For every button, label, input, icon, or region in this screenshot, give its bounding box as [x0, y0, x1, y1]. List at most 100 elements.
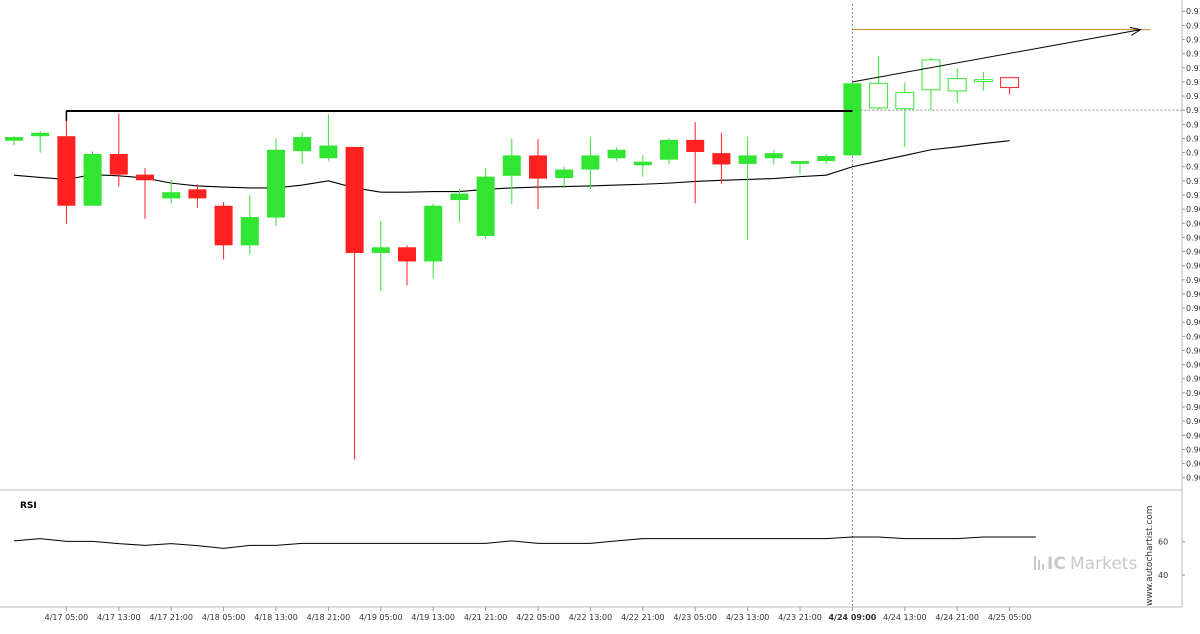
y-tick-label: 0.9029: [1186, 403, 1200, 412]
y-tick-label: 0.9129: [1186, 120, 1200, 129]
y-tick-label: 0.9039: [1186, 375, 1200, 384]
candle-body: [240, 217, 259, 246]
x-tick-label: 4/19 13:00: [411, 613, 455, 622]
rsi-label: RSI: [20, 501, 37, 511]
y-tick-label: 0.9144: [1186, 78, 1200, 87]
candle-body: [712, 153, 731, 165]
y-tick-label: 0.9089: [1186, 233, 1200, 242]
y-tick-label: 0.9154: [1186, 50, 1200, 59]
y-tick-label: 0.9059: [1186, 318, 1200, 327]
y-tick-label: 0.9069: [1186, 290, 1200, 299]
candle-body: [607, 149, 626, 159]
y-tick-label: 0.9044: [1186, 361, 1200, 370]
y-tick-label: 0.9009: [1186, 460, 1200, 469]
brand-logo-icon: [1038, 560, 1040, 570]
y-tick-label: 0.9094: [1186, 219, 1200, 228]
x-tick-label: 4/19 05:00: [359, 613, 403, 622]
y-tick-label: 0.9109: [1186, 177, 1200, 186]
candle-body: [319, 145, 338, 159]
y-tick-label: 0.9019: [1186, 431, 1200, 440]
candle-body: [450, 193, 469, 201]
x-tick-label: 4/23 21:00: [778, 613, 822, 622]
x-tick-label: 4/22 13:00: [569, 613, 613, 622]
y-tick-label: 0.9159: [1186, 36, 1200, 45]
y-tick-label: 0.9074: [1186, 276, 1200, 285]
y-tick-label: 0.9149: [1186, 64, 1200, 73]
candle-body: [476, 176, 495, 236]
x-tick-label: 4/22 05:00: [516, 613, 560, 622]
y-tick-label: 0.9099: [1186, 205, 1200, 214]
rsi-line: [13, 536, 1036, 549]
candle-body: [162, 192, 181, 199]
y-tick-label: 0.9104: [1186, 191, 1200, 200]
trend-arrow-line: [852, 29, 1141, 83]
candle-body: [817, 155, 836, 162]
candle-body: [581, 155, 600, 170]
x-tick-label: 4/17 21:00: [149, 613, 193, 622]
brand-watermark-suffix: Markets: [1070, 554, 1137, 574]
candle-body: [398, 247, 416, 262]
candle-body: [843, 83, 862, 156]
candle-body: [529, 155, 547, 179]
x-tick-label: 4/18 05:00: [202, 613, 246, 622]
y-tick-label: 0.9169: [1186, 7, 1200, 16]
y-tick-label: 0.9024: [1186, 417, 1200, 426]
autochartist-watermark: www.autochartist.com: [1145, 505, 1155, 606]
brand-watermark-prefix: IC: [1047, 554, 1066, 574]
x-tick-label: 4/24 09:00: [828, 613, 876, 622]
x-tick-label: 4/22 21:00: [621, 613, 665, 622]
candle-body: [188, 189, 207, 199]
candle-body: [973, 79, 993, 83]
candle-body: [764, 153, 783, 159]
candle-body: [555, 169, 574, 179]
y-tick-label: 0.9084: [1186, 248, 1200, 257]
candle-body: [293, 137, 312, 152]
rsi-tick-label: 60: [1158, 538, 1168, 547]
x-tick-label: 4/25 05:00: [988, 613, 1032, 622]
candle-body: [660, 139, 678, 160]
y-tick-label: 0.9164: [1186, 21, 1200, 30]
candle-body: [921, 59, 941, 91]
x-tick-label: 4/18 13:00: [254, 613, 298, 622]
x-tick-label: 4/21 21:00: [464, 613, 508, 622]
x-tick-label: 4/17 05:00: [45, 613, 89, 622]
x-tick-label: 4/24 13:00: [883, 613, 927, 622]
rsi-tick-label: 40: [1158, 571, 1168, 580]
x-tick-label: 4/23 13:00: [726, 613, 770, 622]
candle-body: [136, 174, 154, 181]
candle-body: [83, 154, 102, 206]
candle-body: [633, 161, 652, 166]
y-tick-label: 0.9114: [1186, 163, 1200, 172]
candle-body: [109, 154, 128, 175]
x-tick-label: 4/23 05:00: [673, 613, 717, 622]
x-tick-label: 4/18 21:00: [307, 613, 351, 622]
candle-body: [345, 146, 364, 253]
y-tick-label: 0.9034: [1186, 389, 1200, 398]
candle-body: [502, 155, 521, 176]
candle-body: [1000, 77, 1020, 89]
candle-body: [371, 247, 390, 253]
y-tick-label: 0.9054: [1186, 332, 1200, 341]
candle-body: [947, 78, 967, 92]
candle-body: [267, 149, 285, 218]
candle-body: [57, 136, 76, 206]
candle-body: [686, 139, 705, 153]
y-tick-label: 0.9079: [1186, 262, 1200, 271]
candle-body: [869, 82, 889, 109]
y-tick-label: 0.9124: [1186, 134, 1200, 143]
x-tick-label: 4/24 21:00: [935, 613, 979, 622]
candle-body: [791, 161, 809, 164]
y-tick-label: 0.9014: [1186, 445, 1200, 454]
candle-body: [214, 205, 233, 246]
brand-logo-icon: [1034, 556, 1036, 570]
candle-body: [5, 137, 23, 141]
x-tick-label: 4/17 13:00: [97, 613, 141, 622]
candle-body: [738, 155, 757, 164]
y-tick-label: 0.9049: [1186, 346, 1200, 355]
brand-logo-icon: [1042, 564, 1044, 570]
candle-body: [31, 132, 50, 137]
y-tick-label: 0.9119: [1186, 149, 1200, 158]
y-tick-label: 0.9064: [1186, 304, 1200, 313]
